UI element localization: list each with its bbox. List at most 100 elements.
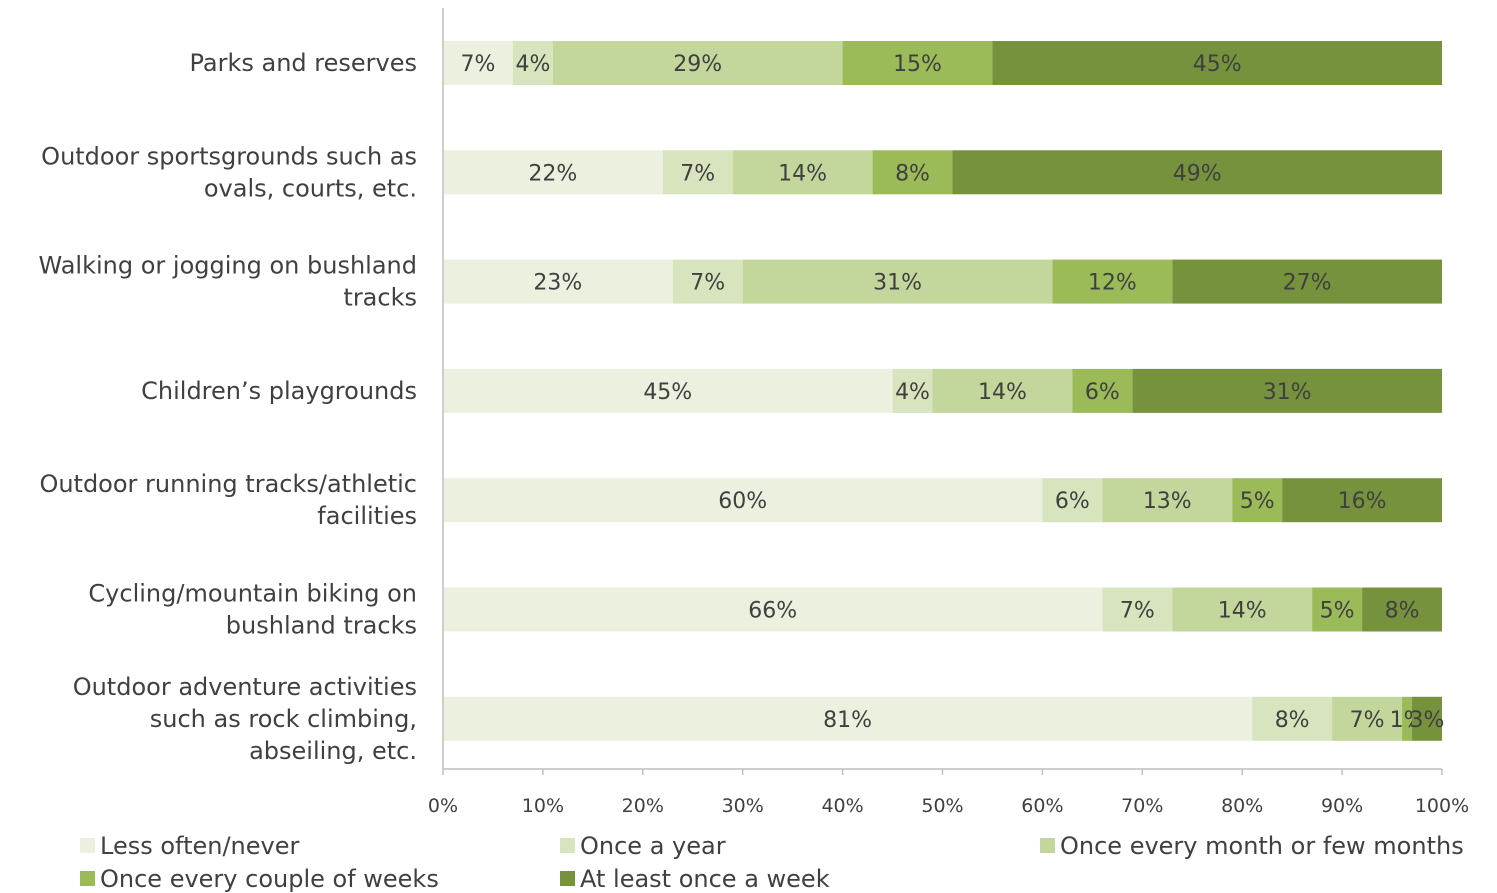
data-label: 29% bbox=[673, 52, 722, 77]
category-labels: Parks and reserves Outdoor sportsgrounds … bbox=[39, 49, 417, 765]
bar-segment bbox=[443, 368, 893, 413]
bar-segment bbox=[552, 41, 843, 85]
legend-label: Less often/never bbox=[100, 832, 299, 860]
x-tick-label: 50% bbox=[921, 795, 963, 817]
x-tick-label: 20% bbox=[622, 795, 664, 817]
x-tick-label: 60% bbox=[1021, 795, 1063, 817]
bar-segment bbox=[1232, 478, 1283, 523]
bar-segment bbox=[1132, 368, 1442, 413]
data-label: 31% bbox=[1263, 380, 1312, 405]
x-tick-label: 30% bbox=[722, 795, 764, 817]
data-label: 15% bbox=[893, 52, 942, 77]
bar-segment bbox=[512, 41, 553, 85]
data-label: 13% bbox=[1143, 489, 1192, 514]
data-label: 7% bbox=[680, 161, 715, 186]
data-label: 66% bbox=[748, 599, 797, 624]
data-label: 12% bbox=[1088, 271, 1137, 296]
x-tick-label: 70% bbox=[1121, 795, 1163, 817]
data-label: 6% bbox=[1055, 489, 1090, 514]
data-label: 7% bbox=[461, 52, 496, 77]
legend-label: At least once a week bbox=[580, 865, 830, 893]
bar-segment bbox=[1102, 587, 1173, 632]
category-label: Cycling/mountain biking on bushland track… bbox=[88, 580, 417, 640]
category-label: Outdoor adventure activities such as rock… bbox=[73, 673, 417, 765]
bar-segment bbox=[443, 587, 1103, 632]
data-label: 7% bbox=[1350, 708, 1385, 733]
data-label: 22% bbox=[528, 161, 577, 186]
data-label: 31% bbox=[873, 271, 922, 296]
data-label: 14% bbox=[978, 380, 1027, 405]
bar-segment bbox=[892, 368, 933, 413]
bar-segment bbox=[1172, 259, 1442, 304]
legend-swatch bbox=[560, 838, 575, 853]
data-label: 6% bbox=[1085, 380, 1120, 405]
data-label: 45% bbox=[1193, 52, 1242, 77]
x-tick-label: 0% bbox=[428, 795, 458, 817]
bar-segment bbox=[1282, 478, 1442, 523]
data-label: 3% bbox=[1410, 708, 1445, 733]
legend: Less often/never Once a year Once every mo… bbox=[80, 832, 1464, 893]
data-label: 7% bbox=[690, 271, 725, 296]
x-tick-label: 80% bbox=[1221, 795, 1263, 817]
category-label: Walking or jogging on bushland tracks bbox=[39, 252, 417, 312]
data-label: 81% bbox=[823, 708, 872, 733]
data-label: 8% bbox=[895, 161, 930, 186]
x-axis: 0% 10% 20% 30% 40% 50% 60% 70% 80% 90% 100% bbox=[428, 8, 1469, 817]
data-label: 23% bbox=[533, 271, 582, 296]
data-label: 4% bbox=[895, 380, 930, 405]
bar-segment bbox=[662, 150, 733, 195]
bar-segment bbox=[443, 150, 663, 195]
data-label: 16% bbox=[1338, 489, 1387, 514]
bar-segment bbox=[1252, 696, 1333, 741]
data-label: 60% bbox=[718, 489, 767, 514]
category-label: Children’s playgrounds bbox=[141, 377, 417, 405]
bar-segment bbox=[443, 41, 513, 85]
data-label: 45% bbox=[643, 380, 692, 405]
bar-segment bbox=[1362, 587, 1442, 632]
data-label: 5% bbox=[1240, 489, 1275, 514]
bar-segment bbox=[992, 41, 1442, 85]
category-label: Parks and reserves bbox=[190, 49, 418, 77]
bar-segment bbox=[1402, 696, 1413, 741]
bar-segment bbox=[1172, 587, 1313, 632]
category-label: Outdoor running tracks/athletic facilitie… bbox=[39, 470, 417, 530]
x-tick-label: 10% bbox=[522, 795, 564, 817]
data-label: 14% bbox=[1218, 599, 1267, 624]
data-label: 5% bbox=[1320, 599, 1355, 624]
bar-segment bbox=[1102, 478, 1233, 523]
x-tick-label: 90% bbox=[1321, 795, 1363, 817]
bar-segment bbox=[872, 150, 953, 195]
bar-segment bbox=[443, 696, 1253, 741]
bar-segment bbox=[1332, 696, 1403, 741]
data-label: 27% bbox=[1283, 271, 1332, 296]
bar-segment bbox=[1312, 587, 1363, 632]
bar-segment bbox=[443, 478, 1043, 523]
x-tick-label: 100% bbox=[1415, 795, 1469, 817]
bar-segment bbox=[932, 368, 1073, 413]
bars-group: 7% 4% 29% 15% 45% 22% 7% 14% 8% 49% 23% 7% 31% 12% 27%… bbox=[443, 41, 1444, 741]
bar-segment bbox=[1052, 259, 1173, 304]
legend-label: Once a year bbox=[580, 832, 726, 860]
bar-segment bbox=[443, 259, 673, 304]
data-label: 49% bbox=[1173, 161, 1222, 186]
legend-swatch bbox=[560, 871, 575, 886]
legend-swatch bbox=[80, 871, 95, 886]
bar-segment bbox=[672, 259, 743, 304]
data-label: 7% bbox=[1120, 599, 1155, 624]
bar-segment bbox=[742, 259, 1053, 304]
x-tick-label: 40% bbox=[821, 795, 863, 817]
data-label: 14% bbox=[778, 161, 827, 186]
legend-label: Once every month or few months bbox=[1060, 832, 1464, 860]
bar-segment bbox=[732, 150, 873, 195]
bar-segment bbox=[842, 41, 993, 85]
bar-segment bbox=[1042, 478, 1103, 523]
category-label: Outdoor sportsgrounds such as ovals, cour… bbox=[41, 142, 417, 202]
bar-segment bbox=[1412, 696, 1442, 741]
data-label: 4% bbox=[515, 52, 550, 77]
bar-segment bbox=[1072, 368, 1133, 413]
legend-label: Once every couple of weeks bbox=[100, 865, 439, 893]
data-label: 8% bbox=[1385, 599, 1420, 624]
legend-swatch bbox=[80, 838, 95, 853]
bar-segment bbox=[952, 150, 1442, 195]
